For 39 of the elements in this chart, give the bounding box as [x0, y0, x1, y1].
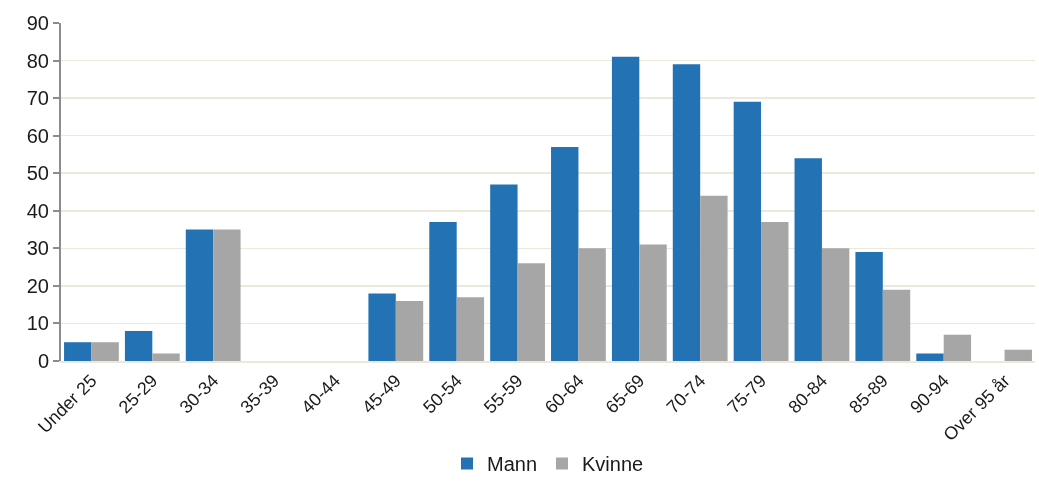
- y-tick-label: 90: [26, 12, 49, 34]
- bar: [578, 248, 606, 361]
- bar: [794, 158, 822, 361]
- bar: [124, 330, 153, 361]
- bar: [943, 334, 972, 361]
- bar: [700, 195, 728, 361]
- y-tick-label: 0: [37, 350, 49, 372]
- bar: [185, 229, 214, 361]
- bar: [395, 300, 424, 361]
- bar: [551, 146, 579, 361]
- bar: [152, 353, 180, 361]
- y-tick-label: 20: [26, 274, 49, 297]
- bar: [672, 64, 701, 361]
- y-tick-label: 10: [26, 312, 49, 335]
- y-tick-label: 60: [26, 124, 49, 147]
- bar: [733, 101, 762, 361]
- bar: [821, 248, 850, 361]
- bar: [456, 297, 485, 361]
- bar: [213, 229, 241, 361]
- bar: [517, 263, 545, 361]
- bar: [611, 56, 640, 361]
- legend-label: Kvinne: [582, 453, 644, 476]
- bar: [639, 244, 667, 361]
- y-tick-label: 70: [26, 87, 49, 110]
- y-tick-label: 40: [26, 199, 49, 222]
- bar: [882, 289, 911, 361]
- bar: [916, 353, 944, 361]
- bar: [64, 342, 92, 361]
- y-tick-label: 80: [26, 49, 49, 72]
- bar: [91, 342, 119, 361]
- y-tick-label: 30: [26, 237, 49, 260]
- bar: [429, 222, 457, 361]
- bar: [368, 293, 396, 361]
- bar: [761, 222, 789, 361]
- legend-label: Mann: [487, 453, 538, 476]
- bar: [855, 252, 883, 361]
- bar: [1004, 349, 1032, 361]
- y-tick-label: 50: [26, 162, 49, 185]
- bar: [490, 184, 518, 361]
